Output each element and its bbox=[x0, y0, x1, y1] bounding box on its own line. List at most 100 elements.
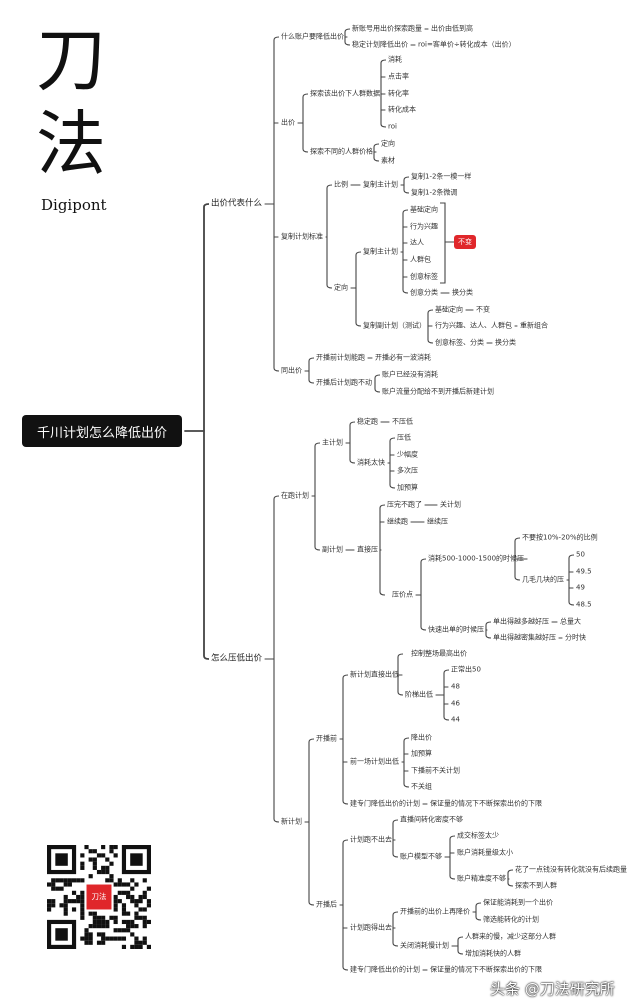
qr-module bbox=[105, 919, 110, 925]
mindmap-node: 计划跑不出去 bbox=[350, 835, 392, 844]
mindmap-node: 前一场计划出低 bbox=[350, 757, 399, 766]
mindmap-node: 阶梯出低 bbox=[405, 690, 433, 699]
qr-module bbox=[101, 936, 106, 941]
mindmap-node: 少幅度 bbox=[397, 450, 418, 459]
qr-module bbox=[59, 903, 64, 908]
mindmap-node: 换分类 bbox=[452, 288, 473, 297]
mindmap-node: 账户精准度不够 bbox=[457, 874, 506, 883]
connector-bracket bbox=[273, 36, 280, 372]
qr-module bbox=[138, 894, 143, 900]
qr-module bbox=[67, 878, 72, 883]
qr-module bbox=[113, 882, 118, 887]
qr-module bbox=[142, 924, 147, 929]
connector-bracket bbox=[344, 28, 351, 46]
qr-module bbox=[121, 919, 127, 925]
mindmap-node: 新计划 bbox=[281, 817, 302, 826]
mindmap-node: 保证能消耗到一个出价 bbox=[483, 898, 553, 907]
mindmap-node: 不变 bbox=[476, 305, 490, 314]
qr-module bbox=[109, 845, 114, 850]
qr-module bbox=[51, 878, 56, 883]
qr-module bbox=[138, 944, 143, 949]
qr-module bbox=[47, 903, 52, 908]
mindmap-node: 人群包 bbox=[410, 255, 431, 264]
mindmap-node: 花了一点钱没有转化就没有后续跑量 bbox=[515, 865, 627, 874]
mindmap-node: 建专门降低出价的计划 bbox=[350, 965, 420, 974]
unchanged-badge: 不变 bbox=[454, 235, 476, 249]
mindmap-node: 开播后计划跑不动 bbox=[316, 378, 372, 387]
mindmap-node: 在跑计划 bbox=[281, 491, 309, 500]
mindmap-root: 千川计划怎么降低出价 bbox=[22, 415, 182, 447]
qr-module bbox=[67, 899, 72, 904]
qr-module bbox=[84, 845, 89, 850]
connector-bracket bbox=[273, 495, 280, 823]
connector-bracket bbox=[485, 621, 492, 639]
qr-module bbox=[142, 915, 147, 920]
mindmap-node: 基础定向 bbox=[435, 305, 463, 314]
qr-module bbox=[126, 890, 131, 895]
qr-module bbox=[101, 940, 106, 945]
qr-module bbox=[47, 899, 52, 904]
qr-module bbox=[113, 915, 118, 920]
qr-module bbox=[130, 886, 135, 891]
connector-bracket bbox=[342, 674, 349, 805]
qr-module bbox=[105, 869, 110, 875]
mindmap-node: 新计划直接出低 bbox=[350, 670, 399, 679]
mindmap-node: 定向 bbox=[381, 139, 395, 148]
mindmap-node: roi bbox=[388, 122, 397, 131]
mindmap-node: 开播前的出价上再降价 bbox=[400, 907, 470, 916]
qr-module bbox=[47, 907, 52, 912]
qr-module bbox=[146, 919, 151, 925]
qr-module bbox=[121, 903, 127, 908]
qr-module bbox=[76, 894, 81, 900]
qr-module bbox=[88, 932, 93, 937]
qr-module bbox=[101, 865, 106, 870]
qr-module bbox=[109, 874, 114, 879]
mindmap-node: 换分类 bbox=[495, 338, 516, 347]
mindmap-node: 创意标签、分类 bbox=[435, 338, 484, 347]
qr-module bbox=[96, 853, 102, 858]
mindmap-node: 什么账户要降低出价 bbox=[281, 32, 344, 41]
qr-module bbox=[117, 928, 122, 933]
connector-bracket bbox=[314, 442, 321, 551]
qr-module bbox=[113, 919, 118, 925]
connector-bracket bbox=[392, 911, 399, 947]
qr-module bbox=[109, 849, 114, 854]
mindmap-node: roi=客单价÷转化成本（出价） bbox=[418, 40, 516, 49]
qr-module bbox=[101, 919, 106, 925]
qr-module bbox=[138, 940, 143, 945]
qr-module bbox=[105, 878, 110, 883]
connector-bracket bbox=[443, 669, 450, 721]
qr-module bbox=[142, 894, 147, 900]
qr-module bbox=[113, 853, 118, 858]
qr-module bbox=[71, 890, 77, 895]
qr-module bbox=[88, 924, 93, 929]
qr-module bbox=[51, 886, 56, 891]
qr-module bbox=[126, 911, 131, 916]
qr-module bbox=[109, 936, 114, 941]
mindmap-node: 几毛几块的压 bbox=[522, 575, 564, 584]
qr-module bbox=[84, 940, 89, 945]
qr-module bbox=[92, 915, 97, 920]
qr-module bbox=[121, 936, 127, 941]
mindmap-node: 主计划 bbox=[322, 438, 343, 447]
qr-module bbox=[117, 890, 122, 895]
connector-bracket bbox=[389, 437, 396, 489]
connector-bracket bbox=[420, 558, 427, 631]
mindmap-node: 出价由低到高 bbox=[431, 24, 473, 33]
qr-module bbox=[88, 940, 93, 945]
connector-bracket bbox=[457, 936, 464, 955]
mindmap-node: 直接压 bbox=[357, 545, 378, 554]
connector-bracket bbox=[342, 839, 349, 971]
connector-bracket bbox=[379, 504, 386, 596]
connector-bracket bbox=[326, 184, 333, 289]
qr-module bbox=[142, 878, 147, 883]
mindmap-node: 重新组合 bbox=[520, 321, 548, 330]
mindmap-node: 复制副计划（测试） bbox=[363, 321, 426, 330]
qr-module bbox=[71, 907, 77, 912]
mindmap-node: 复制主计划 bbox=[363, 247, 398, 256]
qr-module bbox=[130, 924, 135, 929]
qr-module bbox=[80, 865, 85, 870]
mindmap-node: 49 bbox=[576, 583, 585, 592]
qr-module bbox=[63, 882, 68, 887]
